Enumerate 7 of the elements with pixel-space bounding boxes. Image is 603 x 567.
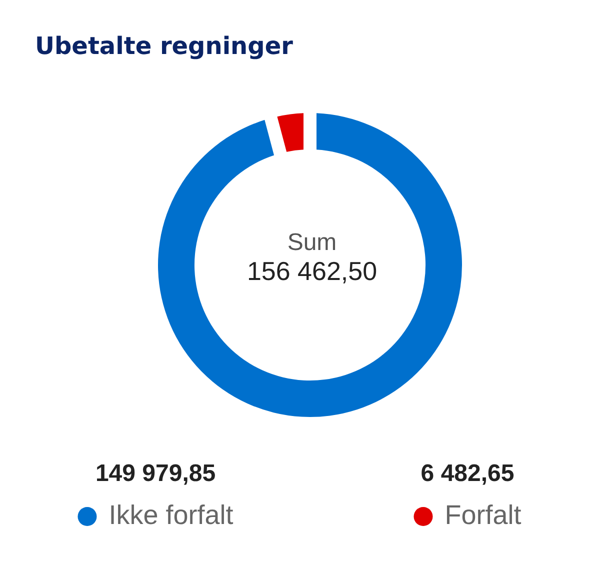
legend-label: Forfalt [444, 500, 522, 530]
text: Sum [287, 229, 337, 256]
legend-label: Ikke forfalt [108, 500, 234, 530]
data-label: 6 482,65 [420, 460, 514, 487]
text: 156 462,50 [246, 256, 378, 286]
data-label: 149 979,85 [95, 460, 216, 487]
chart-title: Ubetalte regninger [35, 32, 294, 60]
